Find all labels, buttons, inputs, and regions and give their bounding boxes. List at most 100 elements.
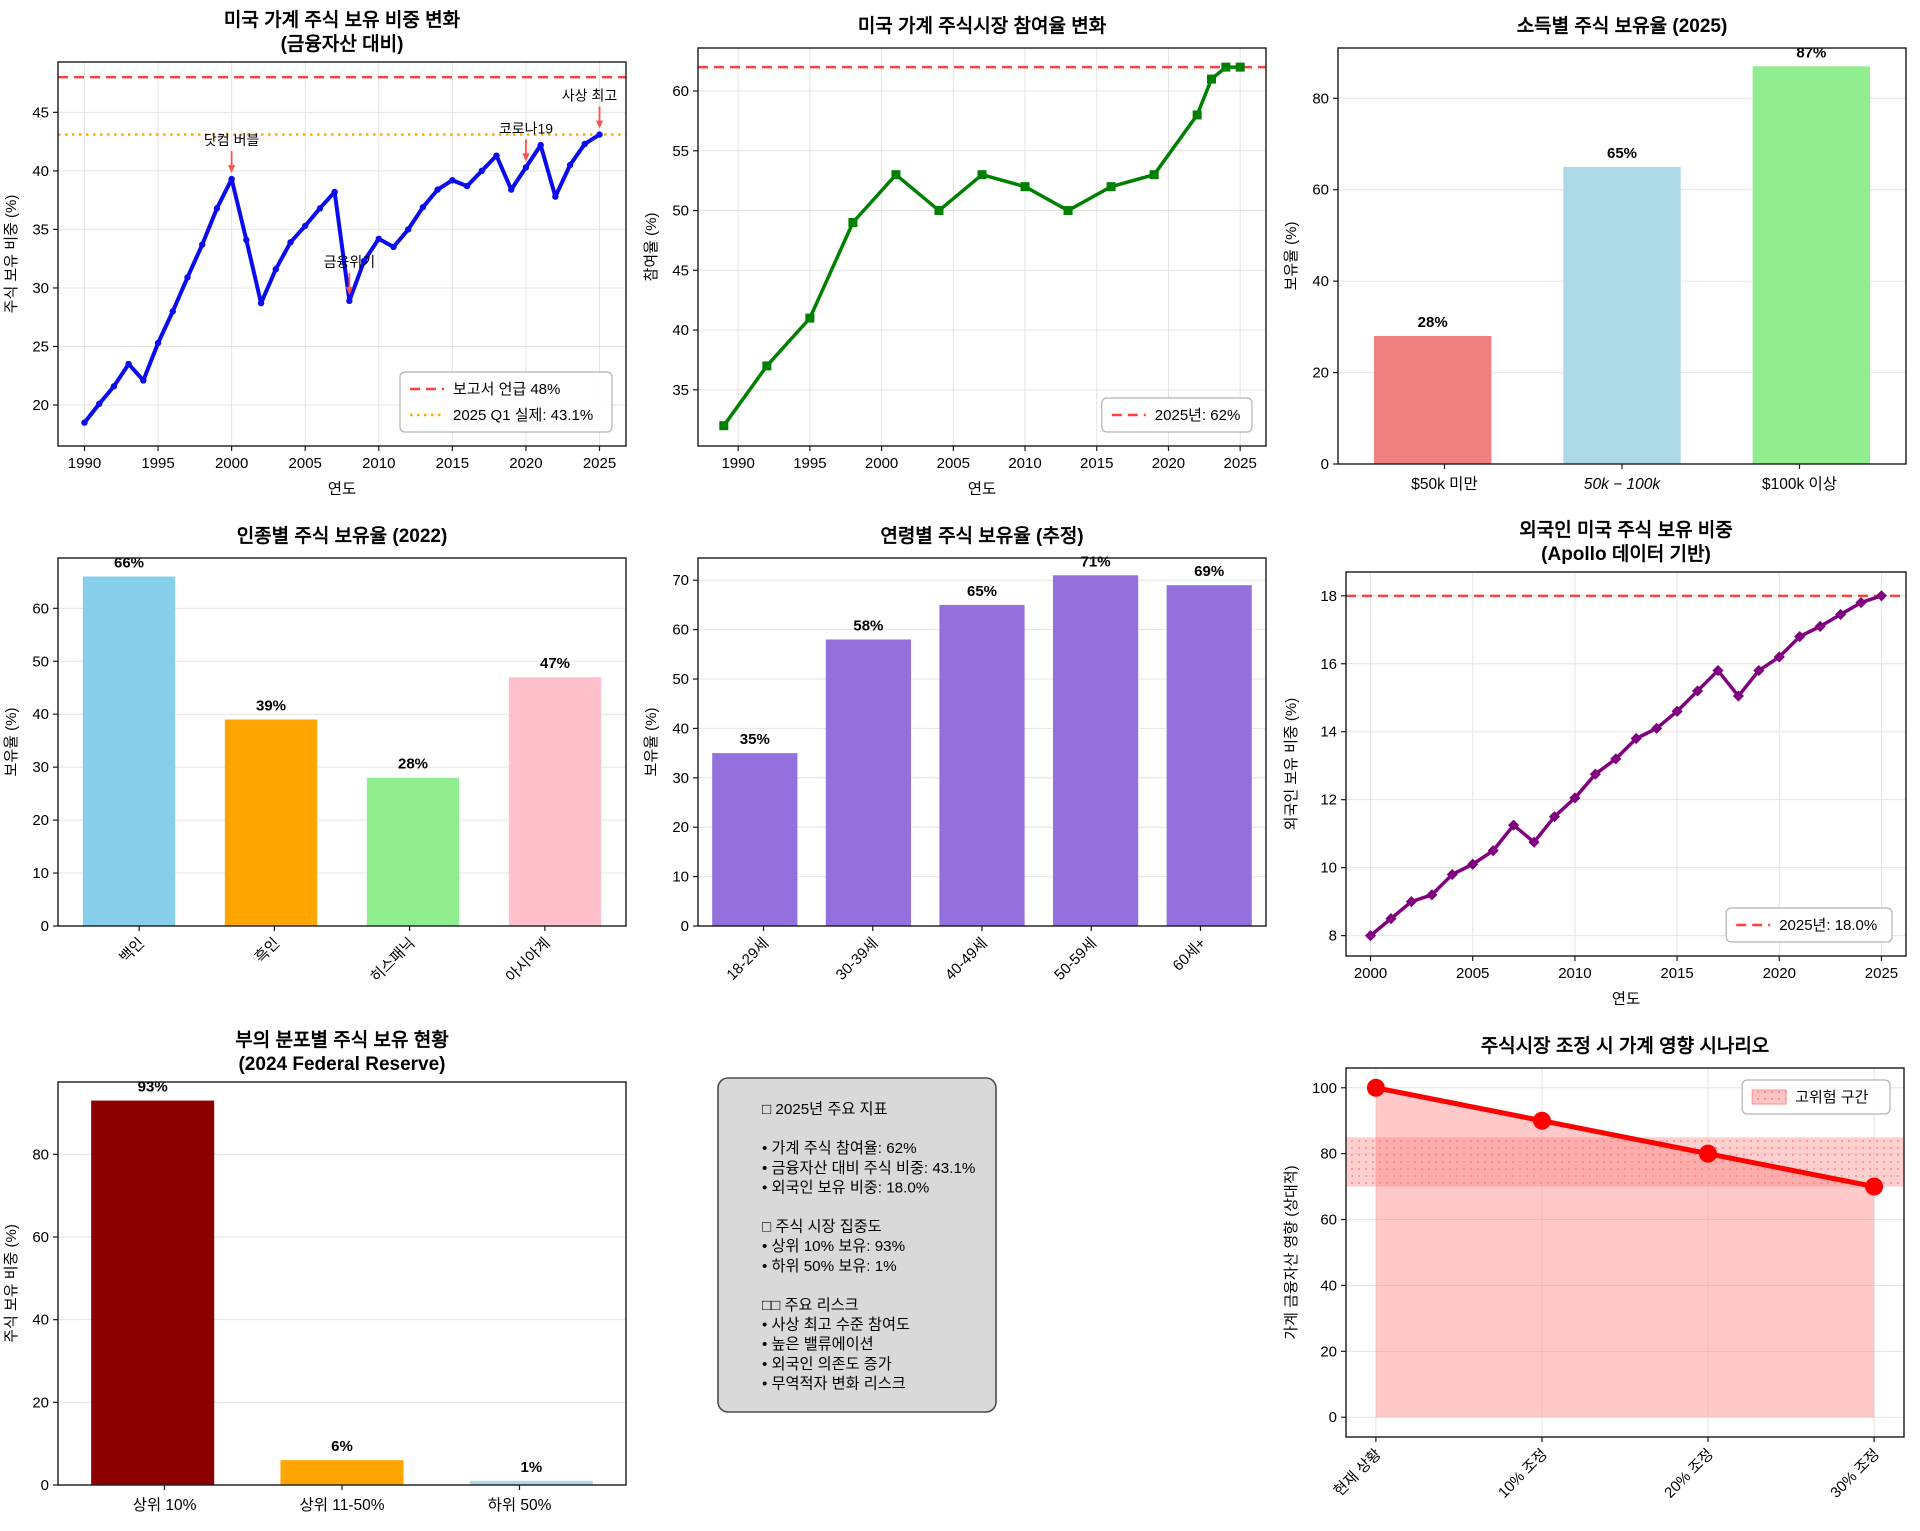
bar-value-label: 6%	[331, 1438, 353, 1455]
x-tick-label: 2015	[1080, 455, 1113, 472]
key-indicators-canvas: □ 2025년 주요 지표 • 가계 주식 참여율: 62% • 금융자산 대비 주…	[717, 1077, 997, 1413]
y-tick-label: 0	[1329, 1409, 1337, 1426]
scenario-area-fill	[1375, 1087, 1875, 1418]
bar-value-label: 93%	[138, 1079, 168, 1096]
annotation: 닷컴 버블	[204, 132, 260, 148]
bar	[1752, 66, 1871, 465]
data-marker	[1020, 182, 1030, 192]
x-tick-label: 2015	[436, 455, 469, 472]
x-tick-label: 2005	[1456, 965, 1489, 982]
summary-line: • 하위 50% 보유: 1%	[762, 1258, 897, 1275]
y-tick-label: 60	[1320, 1212, 1337, 1229]
data-marker	[125, 360, 132, 368]
summary-line: • 사상 최고 수준 참여도	[762, 1317, 910, 1334]
data-marker	[257, 299, 265, 307]
data-marker	[169, 308, 176, 315]
y-tick-label: 20	[32, 812, 49, 829]
y-tick-label: 0	[681, 918, 689, 935]
data-marker	[302, 222, 309, 230]
legend-label: 보고서 언급 48%	[453, 381, 560, 398]
y-tick-label: 0	[41, 1477, 49, 1494]
data-marker	[522, 164, 530, 171]
y-tick-label: 40	[32, 1312, 49, 1329]
plot-border	[1345, 1067, 1905, 1438]
y-axis-label: 가계 금융자산 영향 (상대적)	[1283, 1165, 1300, 1339]
y-tick-label: 40	[1320, 1277, 1337, 1294]
x-axis-label: 연도	[328, 480, 357, 498]
bar-value-label: 47%	[540, 655, 570, 672]
data-marker	[1532, 1111, 1551, 1130]
data-marker	[566, 161, 574, 169]
data-marker	[719, 421, 729, 431]
data-marker	[140, 377, 147, 384]
bar	[1053, 575, 1139, 926]
summary-line: • 외국인 의존도 증가	[762, 1356, 892, 1373]
plot-border	[1345, 571, 1907, 957]
data-marker	[154, 339, 162, 347]
summary-line: • 금융자산 대비 주식 비중: 43.1%	[762, 1160, 975, 1177]
data-marker	[805, 313, 815, 323]
legend-label: 2025 Q1 실제: 43.1%	[453, 407, 593, 424]
data-marker	[537, 141, 544, 149]
y-tick-label: 50	[32, 653, 49, 670]
bar-value-label: 35%	[740, 731, 770, 748]
data-marker	[1671, 705, 1683, 717]
data-marker	[1508, 819, 1520, 831]
annotation-arrowhead	[345, 286, 353, 295]
series-line	[1368, 594, 1884, 938]
market-participation-canvas: 1990 1995 2000 2005 2010 2015 2020 2025 35 40 45 50…	[643, 15, 1267, 498]
y-tick-label: 20	[32, 397, 49, 414]
data-marker	[272, 266, 279, 273]
data-marker	[463, 182, 471, 190]
bar	[469, 1480, 593, 1485]
y-tick-label: 40	[1312, 273, 1329, 290]
x-tick-label: 20% 조정	[1661, 1446, 1717, 1502]
x-tick-label: 2005	[937, 455, 970, 472]
x-tick-label: 2025	[1223, 455, 1256, 472]
x-tick-label: 1995	[793, 455, 826, 472]
y-tick-label: 10	[32, 865, 49, 882]
data-marker	[375, 235, 382, 242]
y-tick-label: 20	[1312, 365, 1329, 382]
data-marker	[1106, 182, 1116, 192]
key-indicators-textbox: □ 2025년 주요 지표 • 가계 주식 참여율: 62% • 금융자산 대비 주…	[640, 1020, 1280, 1531]
x-tick-label: 1995	[141, 455, 174, 472]
legend-label: 고위험 구간	[1795, 1089, 1868, 1106]
x-tick-label: 현재 상황	[1331, 1446, 1385, 1500]
data-marker	[1855, 597, 1867, 609]
data-marker	[977, 170, 987, 180]
legend: 고위험 구간	[1741, 1079, 1891, 1115]
data-marker	[1814, 620, 1826, 632]
bar-value-label: 71%	[1081, 553, 1111, 570]
bar	[508, 677, 602, 926]
data-marker	[213, 205, 221, 212]
summary-line: • 외국인 보유 비중: 18.0%	[762, 1179, 929, 1196]
x-tick-label: 10% 조정	[1495, 1446, 1551, 1502]
y-tick-label: 45	[32, 104, 49, 121]
annotation: 사상 최고	[562, 88, 618, 104]
annotation-arrowhead	[228, 165, 236, 174]
data-marker	[1699, 1144, 1718, 1163]
bar-value-label: 87%	[1796, 44, 1826, 61]
chart-title: 인종별 주식 보유율 (2022)	[237, 525, 448, 547]
chart-title: (2024 Federal Reserve)	[238, 1054, 445, 1075]
y-tick-label: 0	[1321, 456, 1329, 473]
annotation-arrowhead	[595, 120, 604, 129]
bar	[91, 1100, 215, 1485]
bar-value-label: 66%	[114, 555, 144, 572]
x-axis-label: 연도	[968, 480, 997, 498]
x-tick-label: 히스패닉	[367, 935, 418, 986]
data-marker	[1865, 1177, 1884, 1196]
y-tick-label: 20	[32, 1394, 49, 1411]
bar	[825, 639, 911, 926]
data-marker	[1206, 74, 1216, 84]
x-tick-label: $100k 이상	[1762, 475, 1837, 493]
y-tick-label: 60	[32, 1229, 49, 1246]
legend: 2025년: 18.0%	[1725, 907, 1893, 943]
bar	[1373, 336, 1492, 464]
y-tick-label: 60	[32, 600, 49, 617]
summary-line: □ 주식 시장 집중도	[762, 1219, 882, 1236]
data-marker	[81, 419, 88, 426]
data-marker	[762, 361, 772, 371]
y-tick-label: 45	[672, 262, 689, 279]
